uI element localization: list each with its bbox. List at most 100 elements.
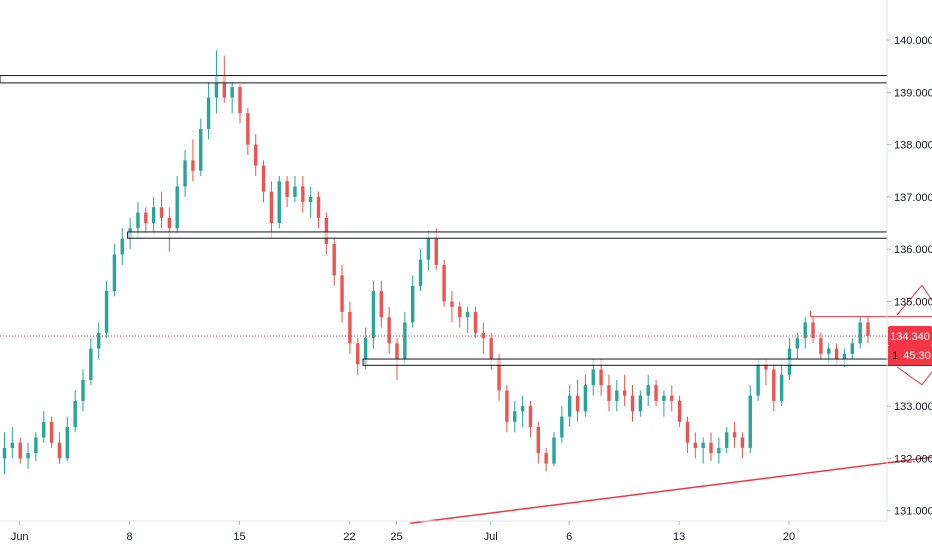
candle-body [89, 348, 93, 380]
candle-down [536, 421, 540, 464]
candle-body [2, 447, 7, 459]
candle-down [505, 385, 509, 433]
candle-body [97, 332, 101, 349]
candle-body [395, 343, 399, 360]
candle-body [403, 322, 407, 360]
candle-body [489, 338, 493, 360]
candle-up [34, 432, 38, 462]
candle-body [104, 291, 109, 333]
svg-text:134.340: 134.340 [890, 331, 930, 343]
candle-up [81, 369, 85, 412]
candle-body [591, 369, 595, 386]
time-tick-label: 15 [233, 531, 245, 543]
candle-down [458, 301, 462, 328]
candle-body [426, 238, 431, 260]
candle-up [120, 228, 124, 265]
candle-body [175, 186, 179, 229]
drawing-annotations[interactable] [0, 75, 932, 524]
candle-body [646, 385, 650, 396]
candle-body [371, 291, 376, 339]
candle-body [316, 196, 321, 218]
candle-down [442, 259, 446, 307]
candle-body [379, 291, 383, 318]
candle-body [418, 259, 423, 286]
candle-up [418, 249, 423, 292]
candle-up [748, 385, 752, 454]
hidden-tick-fragment: 1 [892, 350, 898, 362]
candle-body [151, 207, 156, 224]
candle-down [677, 395, 682, 428]
candle-body [552, 437, 556, 464]
candle-down [709, 432, 713, 462]
candle-body [803, 322, 807, 339]
candle-up [465, 306, 470, 333]
candle-down [811, 317, 815, 344]
price-tick-label: 131.000 [894, 506, 932, 518]
candle-body [261, 165, 266, 192]
candle-down [544, 447, 548, 472]
candle-down [740, 432, 745, 459]
price-tick-label: 137.000 [894, 192, 932, 204]
candle-body [230, 87, 234, 98]
candle-body [630, 395, 635, 412]
price-tick-label: 133.000 [894, 401, 932, 413]
candle-body [811, 322, 815, 339]
candle-down [285, 175, 289, 208]
candle-body [26, 453, 30, 459]
current-price-tag: 134.340 [888, 326, 932, 347]
candle-down [238, 84, 242, 124]
candle-body [599, 369, 603, 386]
candle-body [583, 385, 588, 412]
candle-body [677, 400, 682, 422]
candle-up [725, 427, 729, 454]
candle-body [363, 338, 368, 365]
candle-body [458, 306, 462, 318]
candle-body [191, 160, 195, 171]
candle-body [465, 311, 470, 318]
candle-body [214, 76, 219, 98]
candle-body [528, 406, 533, 428]
candle-body [834, 348, 839, 360]
time-tick-label: Jul [484, 531, 498, 543]
candle-body [536, 427, 540, 454]
candle-body [144, 212, 148, 224]
candle-body [159, 207, 164, 218]
candle-body [513, 411, 517, 422]
candle-body [254, 144, 258, 166]
candle-body [764, 364, 768, 370]
candle-body [748, 395, 752, 448]
candle-up [638, 390, 643, 417]
candle-body [858, 322, 862, 344]
candle-up [403, 311, 407, 365]
time-axis[interactable]: Jun 8 15 22 25 Jul 6 13 20 [0, 520, 887, 543]
candle-body [269, 191, 274, 224]
candle-down [654, 379, 658, 407]
candle-body [693, 442, 697, 448]
time-tick-label: 25 [390, 531, 402, 543]
price-tick-label: 135.000 [894, 297, 932, 309]
candle-down [481, 322, 486, 354]
price-axis[interactable]: 140.000 139.000 138.000 137.000 136.000 135.0… [886, 0, 932, 521]
candle-up [411, 275, 415, 328]
candle-body [544, 453, 548, 464]
candle-up [568, 385, 572, 428]
candle-up [858, 317, 862, 349]
candle-body [222, 76, 226, 98]
rising-trendline [410, 456, 932, 524]
candle-up [615, 379, 619, 412]
candle-body [779, 374, 784, 401]
candle-up [112, 243, 117, 297]
candle-up [701, 437, 705, 464]
candle-body [348, 311, 352, 344]
candle-body [73, 400, 77, 428]
candle-up [371, 280, 376, 349]
candle-body [795, 338, 800, 349]
candle-body [136, 212, 140, 229]
candle-body [827, 348, 831, 354]
candle-body [481, 332, 486, 339]
candle-down [473, 306, 478, 339]
candle-up [183, 149, 187, 197]
candle-up [850, 338, 854, 360]
candle-up [104, 280, 109, 339]
